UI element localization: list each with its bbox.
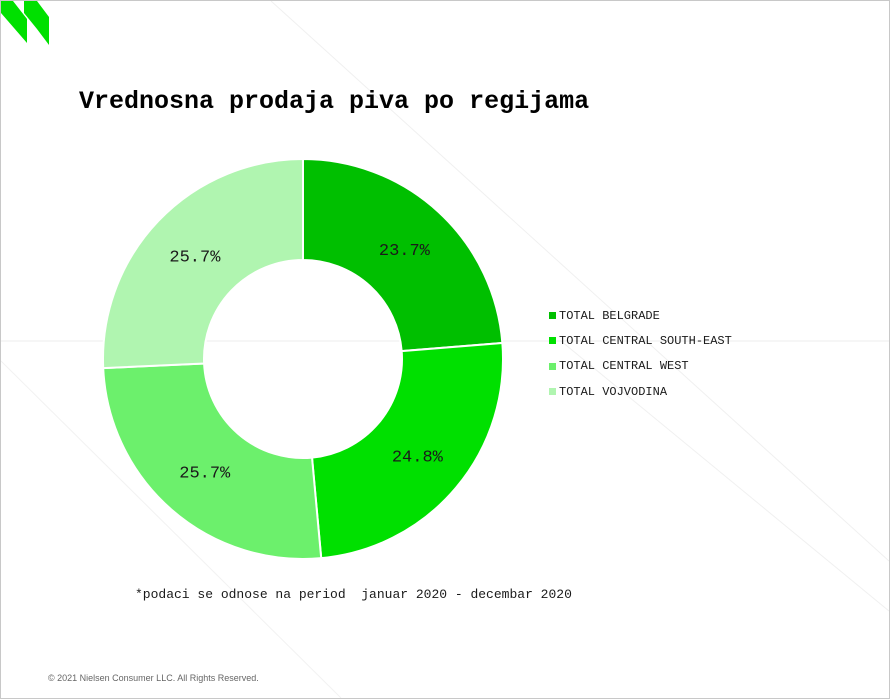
donut-slice-3 — [102, 362, 323, 560]
slice-label-2: 24.8% — [392, 448, 444, 467]
legend-label: TOTAL CENTRAL WEST — [559, 359, 689, 374]
legend-item: TOTAL BELGRADE — [549, 303, 732, 328]
donut-slice-4 — [102, 157, 304, 370]
legend-item: TOTAL CENTRAL WEST — [549, 354, 732, 379]
legend-swatch — [549, 312, 556, 320]
legend-swatch — [549, 337, 556, 345]
page-title: Vrednosna prodaja piva po regijama — [79, 87, 590, 116]
legend-swatch — [549, 388, 556, 396]
slice-label-3: 25.7% — [179, 465, 231, 484]
legend-label: TOTAL BELGRADE — [559, 308, 660, 323]
legend-item: TOTAL VOJVODINA — [549, 379, 732, 404]
legend-swatch — [549, 362, 556, 370]
donut-slice-2 — [310, 341, 504, 560]
legend-item: TOTAL CENTRAL SOUTH-EAST — [549, 328, 732, 353]
slice-label-1: 23.7% — [379, 242, 431, 261]
footnote: *podaci se odnose na period januar 2020 … — [135, 587, 572, 602]
legend-label: TOTAL VOJVODINA — [559, 384, 668, 399]
legend-label: TOTAL CENTRAL SOUTH-EAST — [559, 333, 732, 348]
chart-legend: TOTAL BELGRADE TOTAL CENTRAL SOUTH-EAST TO… — [549, 303, 732, 404]
slice-label-4: 25.7% — [169, 249, 221, 268]
donut-slice-1 — [302, 157, 504, 353]
nielsen-logo-icon — [1, 1, 49, 45]
copyright-notice: © 2021 Nielsen Consumer LLC. All Rights … — [48, 673, 259, 683]
